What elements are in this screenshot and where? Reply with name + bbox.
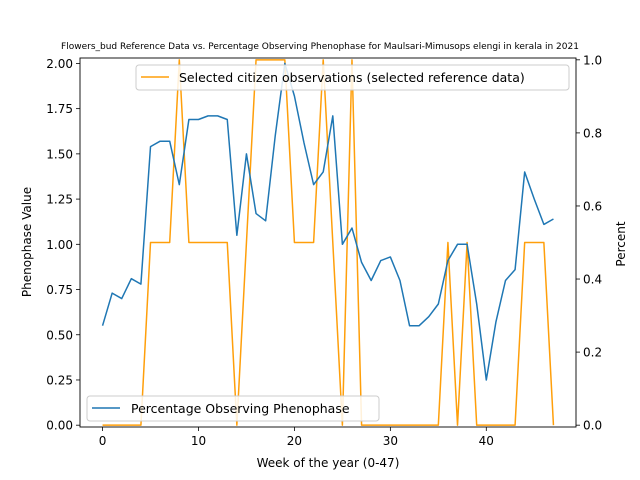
- y-left-tick-label: 1.75: [46, 102, 73, 116]
- y-right-tick-label: 0.2: [583, 346, 602, 360]
- y-axis-right: 0.0 0.2 0.4 0.6 0.8 1.0: [576, 53, 602, 433]
- x-axis: 0 10 20 30 40: [99, 427, 494, 448]
- x-tick-label: 40: [479, 434, 494, 448]
- y-right-tick-label: 1.0: [583, 53, 602, 67]
- x-tick-label: 10: [191, 434, 206, 448]
- y-left-tick-label: 0.00: [46, 419, 73, 433]
- plot-frame: [79, 57, 577, 428]
- y-left-tick-label: 1.25: [46, 193, 73, 207]
- legend-left-series: Percentage Observing Phenophase: [86, 395, 380, 422]
- y-left-tick-label: 0.75: [46, 283, 73, 297]
- y-left-tick-label: 1.00: [46, 238, 73, 252]
- y-axis-left-label: Phenophase Value: [20, 187, 34, 297]
- y-right-tick-label: 0.4: [583, 273, 602, 287]
- y-left-tick-label: 0.50: [46, 328, 73, 342]
- legend-box: [135, 64, 570, 91]
- legend-label-percentage: Percentage Observing Phenophase: [131, 401, 350, 416]
- series-line-percentage: [101, 62, 554, 381]
- y-left-tick-label: 1.50: [46, 147, 73, 161]
- y-right-tick-label: 0.8: [583, 126, 602, 140]
- series-layer: [101, 59, 555, 426]
- x-axis-label: Week of the year (0-47): [257, 456, 400, 470]
- x-tick-label: 30: [383, 434, 398, 448]
- y-right-tick-label: 0.0: [583, 419, 602, 433]
- y-axis-left: 0.00 0.25 0.50 0.75 1.00 1.25 1.50 1.75 2.00: [46, 57, 80, 433]
- x-tick-label: 20: [287, 434, 302, 448]
- legend-box: [86, 395, 380, 422]
- legend-label-citizen: Selected citizen observations (selected …: [179, 70, 525, 85]
- y-left-tick-label: 0.25: [46, 373, 73, 387]
- chart-title: Flowers_bud Reference Data vs. Percentag…: [61, 42, 579, 52]
- y-axis-right-label: Percent: [614, 221, 628, 266]
- y-left-tick-label: 2.00: [46, 57, 73, 71]
- x-tick-label: 0: [99, 434, 107, 448]
- y-right-tick-label: 0.6: [583, 199, 602, 213]
- legend-right-series: Selected citizen observations (selected …: [135, 64, 570, 91]
